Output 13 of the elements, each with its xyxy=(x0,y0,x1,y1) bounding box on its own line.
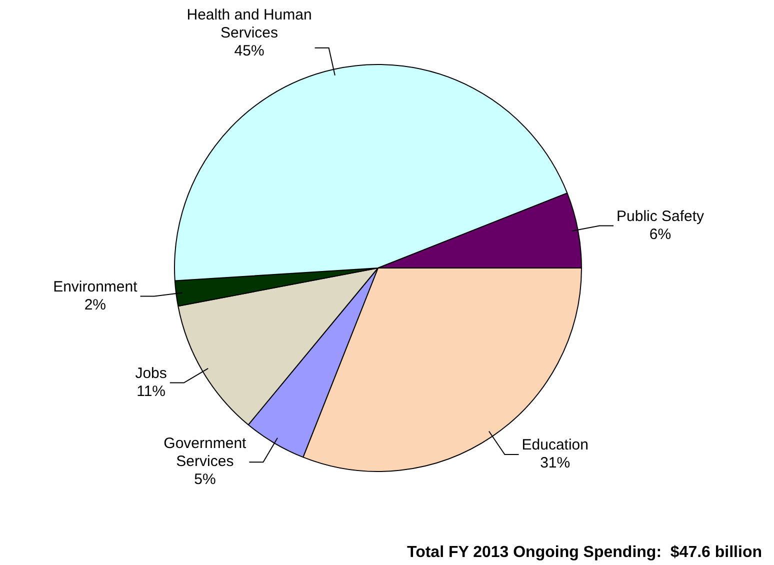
slice-label: Environment xyxy=(53,278,138,296)
data-label: 31% xyxy=(540,454,570,472)
slice-label: Public Safety xyxy=(616,208,705,225)
data-label: 45% xyxy=(234,42,264,60)
data-label: 11% xyxy=(136,382,166,400)
slice-label: Education xyxy=(522,436,588,454)
data-label: 6% xyxy=(649,226,672,243)
slice-label: Government Services xyxy=(164,435,248,470)
data-label: 2% xyxy=(84,296,106,314)
data-label: 5% xyxy=(194,471,216,488)
text: Total FY 2013 Ongoing Spending: $47.6 billion xyxy=(406,544,762,561)
slice-label: Health and Human Services xyxy=(186,6,312,42)
slice-label: Jobs xyxy=(135,364,167,382)
